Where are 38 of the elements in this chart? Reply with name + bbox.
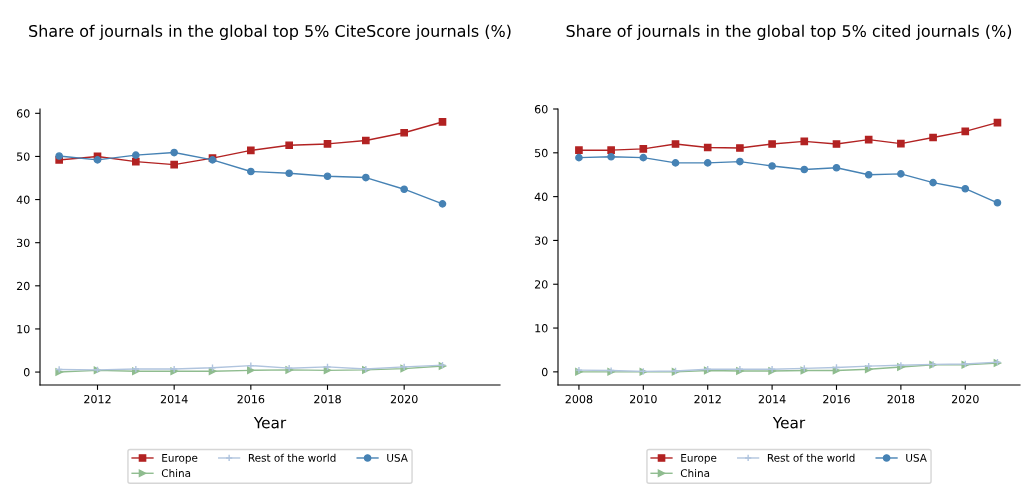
x-tick-label: 2020 <box>951 394 979 404</box>
legend-label: Rest of the world <box>248 453 336 462</box>
x-tick-label: 2016 <box>823 394 850 404</box>
y-tick-label: 20 <box>16 281 30 291</box>
y-tick-label: 0 <box>23 368 30 377</box>
x-tick-label: 2014 <box>160 394 188 404</box>
legend-label: Europe <box>681 454 717 464</box>
y-tick-label: 20 <box>534 280 548 289</box>
legend-label: Europe <box>162 454 198 464</box>
legend-label: China <box>680 469 710 478</box>
y-tick-label: 40 <box>16 195 30 204</box>
y-tick-label: 60 <box>16 109 30 118</box>
y-tick-label: 30 <box>534 236 548 245</box>
y-tick-label: 10 <box>17 324 30 334</box>
y-tick-label: 50 <box>17 152 30 161</box>
legend-label: China <box>161 469 191 478</box>
legend-label: Rest of the world <box>767 453 855 462</box>
chart-title: Share of journals in the global top 5% cited journals (%) <box>566 24 1012 41</box>
y-tick-label: 40 <box>534 192 548 201</box>
x-tick-label: 2018 <box>887 394 915 404</box>
chart-title: Share of journals in the global top 5% CiteScore journals (%) <box>29 24 511 41</box>
x-tick-label: 2020 <box>390 394 418 404</box>
legend-label: USA <box>387 453 408 462</box>
legend-label: USA <box>906 453 927 462</box>
x-tick-label: 2014 <box>758 394 786 404</box>
x-axis-title: Year <box>772 417 806 429</box>
y-tick-label: 30 <box>16 238 30 248</box>
x-tick-label: 2018 <box>314 394 341 404</box>
x-tick-label: 2010 <box>629 394 657 404</box>
x-tick-label: 2008 <box>565 394 593 404</box>
x-tick-label: 2016 <box>237 394 265 404</box>
x-tick-label: 2012 <box>84 394 111 404</box>
y-tick-label: 10 <box>535 324 548 333</box>
x-tick-label: 2012 <box>694 394 721 404</box>
y-tick-label: 60 <box>534 104 548 114</box>
x-axis-title: Year <box>253 417 287 429</box>
y-tick-label: 50 <box>535 148 548 158</box>
y-tick-label: 0 <box>541 367 548 377</box>
